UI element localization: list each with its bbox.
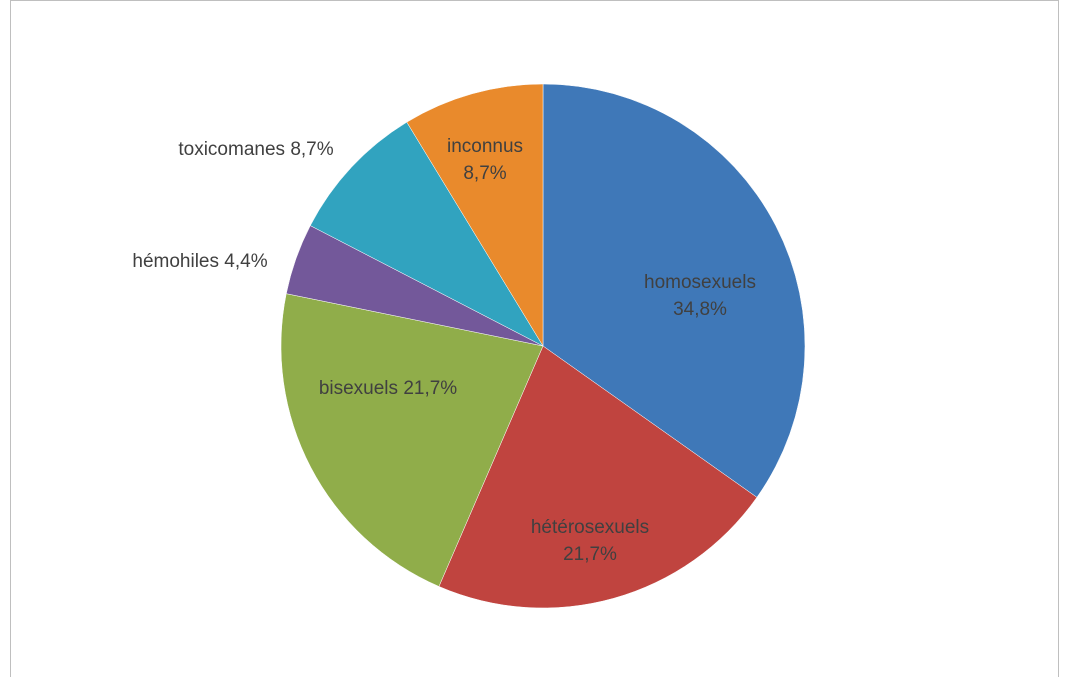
pie-slice (542, 83, 806, 498)
category-label: inconnus (447, 136, 523, 157)
value-label: 8,7% (290, 139, 333, 160)
data-label: hétérosexuels 21,7% (531, 517, 649, 565)
category-label: homosexuels (644, 272, 756, 293)
data-label: bisexuels 21,7% (319, 378, 457, 399)
pie-slice (280, 293, 544, 587)
value-label: 4,4% (224, 251, 267, 272)
value-label: 34,8% (673, 299, 727, 320)
data-label: inconnus 8,7% (447, 136, 523, 184)
category-label: hétérosexuels (531, 517, 649, 538)
value-label: 21,7% (563, 544, 617, 565)
data-label: homosexuels 34,8% (644, 272, 756, 320)
pie-slice (309, 121, 544, 347)
category-label: toxicomanes (178, 139, 285, 160)
value-label: 8,7% (463, 163, 506, 184)
pie-slice (438, 345, 758, 609)
value-label: 21,7% (403, 378, 457, 399)
category-label: hémohiles (132, 251, 219, 272)
data-label: hémohiles 4,4% (132, 251, 267, 272)
data-label: toxicomanes 8,7% (178, 139, 333, 160)
category-label: bisexuels (319, 378, 398, 399)
pie-slice (406, 83, 544, 347)
